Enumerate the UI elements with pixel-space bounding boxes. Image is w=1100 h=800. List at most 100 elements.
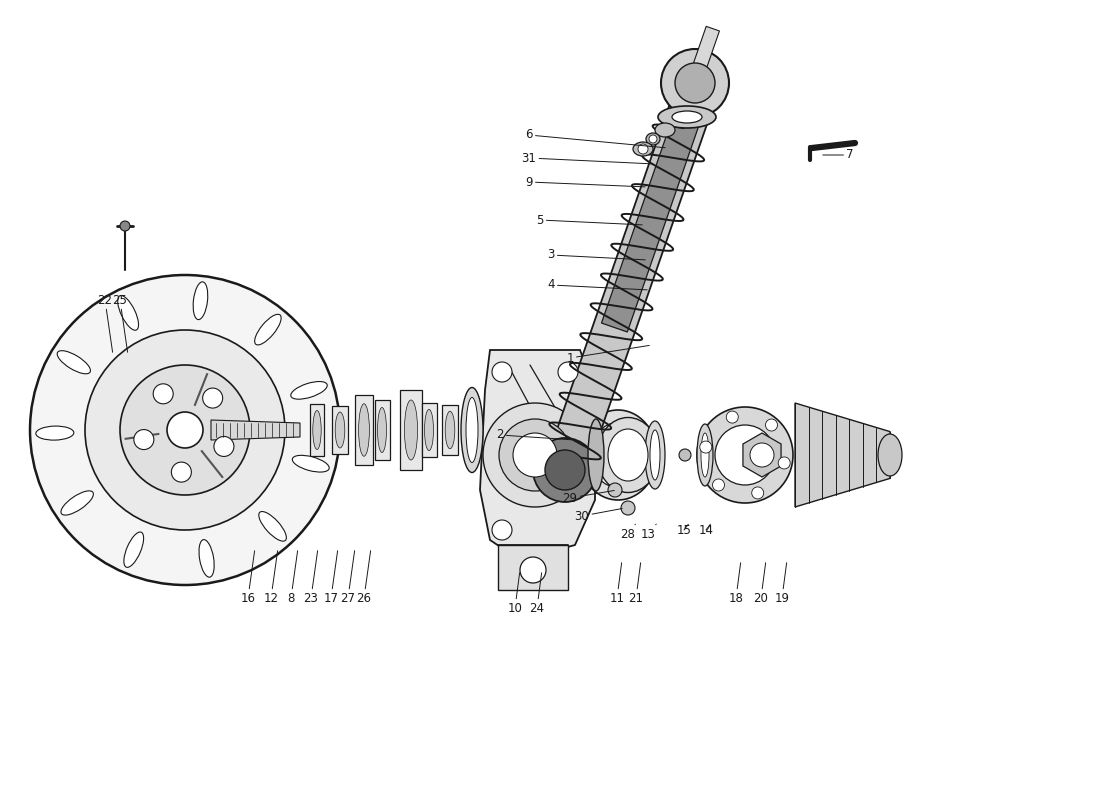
- Text: 15: 15: [676, 523, 692, 537]
- Circle shape: [213, 437, 234, 457]
- Text: 2: 2: [496, 429, 572, 442]
- Text: 30: 30: [574, 509, 623, 522]
- Text: 4: 4: [548, 278, 647, 291]
- Ellipse shape: [293, 455, 329, 472]
- Text: 29: 29: [562, 490, 614, 505]
- Circle shape: [513, 433, 557, 477]
- Circle shape: [492, 362, 512, 382]
- Ellipse shape: [194, 282, 208, 320]
- Ellipse shape: [36, 426, 74, 440]
- Ellipse shape: [336, 412, 344, 448]
- Text: 17: 17: [323, 550, 339, 605]
- Ellipse shape: [672, 111, 702, 123]
- Ellipse shape: [632, 142, 653, 156]
- Polygon shape: [795, 403, 890, 507]
- Text: 19: 19: [774, 562, 790, 605]
- Circle shape: [661, 49, 729, 117]
- Text: 6: 6: [526, 129, 666, 148]
- Ellipse shape: [290, 382, 327, 399]
- Circle shape: [697, 407, 793, 503]
- Text: 1: 1: [566, 346, 649, 365]
- Polygon shape: [546, 88, 715, 477]
- Circle shape: [153, 384, 173, 404]
- Ellipse shape: [255, 314, 282, 345]
- Circle shape: [608, 483, 622, 497]
- Ellipse shape: [597, 418, 659, 493]
- Circle shape: [134, 430, 154, 450]
- Circle shape: [202, 388, 222, 408]
- Text: 23: 23: [304, 550, 318, 605]
- Ellipse shape: [377, 407, 386, 453]
- Ellipse shape: [60, 491, 94, 515]
- Ellipse shape: [591, 422, 646, 487]
- Text: 26: 26: [356, 550, 372, 605]
- Text: 24: 24: [529, 573, 544, 614]
- Circle shape: [120, 221, 130, 231]
- Polygon shape: [211, 420, 300, 440]
- Ellipse shape: [466, 398, 478, 462]
- Ellipse shape: [461, 387, 483, 473]
- Circle shape: [638, 144, 648, 154]
- Circle shape: [675, 63, 715, 103]
- Text: 12: 12: [264, 550, 278, 605]
- Polygon shape: [355, 395, 373, 465]
- Circle shape: [715, 425, 775, 485]
- Text: 14: 14: [698, 523, 714, 537]
- Polygon shape: [602, 90, 708, 332]
- Polygon shape: [422, 403, 437, 457]
- Circle shape: [700, 441, 712, 453]
- Circle shape: [621, 501, 635, 515]
- Circle shape: [649, 135, 657, 143]
- Ellipse shape: [258, 511, 286, 541]
- Polygon shape: [742, 433, 781, 477]
- Circle shape: [713, 479, 725, 491]
- Ellipse shape: [608, 429, 648, 481]
- Text: 13: 13: [640, 524, 657, 541]
- Text: 10: 10: [507, 573, 522, 614]
- Ellipse shape: [124, 532, 144, 567]
- Polygon shape: [686, 26, 719, 88]
- Text: 18: 18: [728, 562, 744, 605]
- Polygon shape: [442, 405, 458, 455]
- Text: 27: 27: [341, 550, 355, 605]
- Circle shape: [499, 419, 571, 491]
- Text: 25: 25: [112, 294, 128, 352]
- Circle shape: [751, 487, 763, 499]
- Polygon shape: [498, 545, 568, 590]
- Text: 28: 28: [620, 524, 636, 541]
- Ellipse shape: [650, 430, 660, 480]
- Polygon shape: [375, 400, 390, 460]
- Polygon shape: [480, 350, 595, 560]
- Polygon shape: [310, 404, 324, 456]
- Circle shape: [167, 412, 204, 448]
- Circle shape: [544, 450, 585, 490]
- Text: 5: 5: [537, 214, 642, 226]
- Text: 16: 16: [241, 550, 255, 605]
- Ellipse shape: [658, 106, 716, 128]
- Text: 31: 31: [521, 151, 652, 165]
- Ellipse shape: [588, 419, 604, 491]
- Polygon shape: [332, 406, 348, 454]
- Ellipse shape: [878, 434, 902, 476]
- Ellipse shape: [446, 411, 454, 449]
- Ellipse shape: [701, 433, 710, 477]
- Text: 7: 7: [823, 149, 854, 162]
- Circle shape: [534, 438, 597, 502]
- Ellipse shape: [579, 410, 657, 500]
- Text: 9: 9: [526, 175, 646, 189]
- Ellipse shape: [645, 421, 665, 489]
- Text: 3: 3: [548, 249, 646, 262]
- Circle shape: [766, 419, 778, 431]
- Ellipse shape: [118, 295, 139, 330]
- Ellipse shape: [405, 400, 418, 460]
- Text: 21: 21: [628, 562, 643, 605]
- Circle shape: [492, 520, 512, 540]
- Circle shape: [750, 443, 774, 467]
- Ellipse shape: [654, 123, 675, 137]
- Ellipse shape: [646, 133, 660, 145]
- Polygon shape: [400, 390, 422, 470]
- Circle shape: [520, 557, 546, 583]
- Text: 8: 8: [287, 550, 298, 605]
- Circle shape: [172, 462, 191, 482]
- Text: 22: 22: [98, 294, 112, 352]
